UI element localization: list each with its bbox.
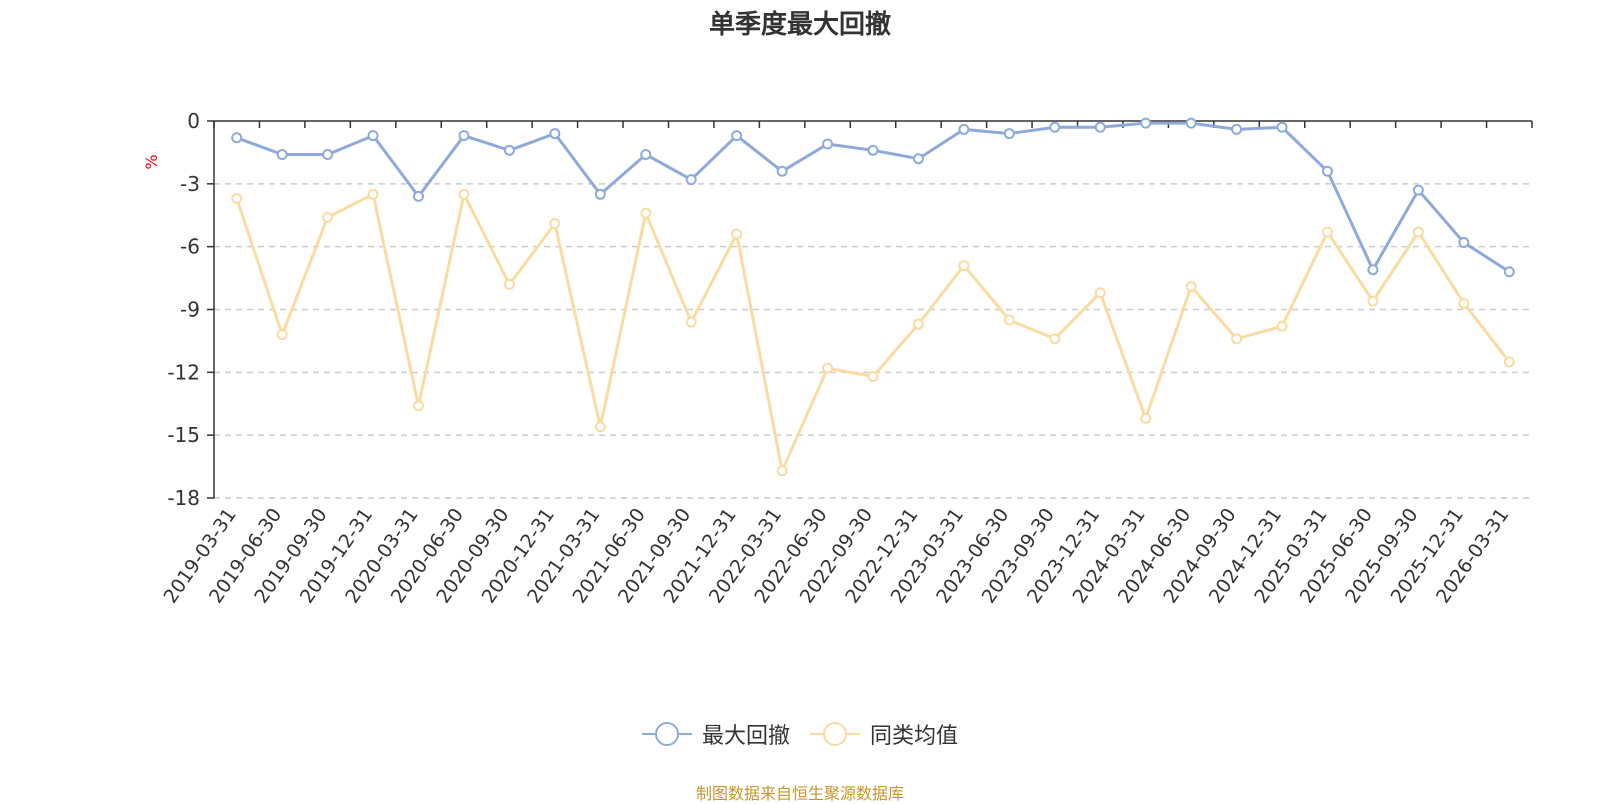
data-point <box>367 188 379 200</box>
data-point <box>503 278 515 290</box>
data-point <box>1503 356 1515 368</box>
legend-marker <box>823 722 847 746</box>
data-point <box>1458 236 1470 248</box>
legend-marker <box>654 722 679 746</box>
data-point <box>1276 121 1288 133</box>
data-point <box>1321 226 1333 238</box>
data-point <box>1458 297 1470 309</box>
y-tick-label: -18 <box>167 486 200 510</box>
data-point <box>322 211 334 223</box>
y-tick-label: -6 <box>180 235 200 259</box>
series-line-2 <box>235 192 1511 473</box>
legend-swatch <box>641 722 692 746</box>
data-point <box>776 165 788 177</box>
data-point <box>1231 123 1243 135</box>
data-point <box>1003 314 1015 326</box>
data-point <box>231 132 243 144</box>
data-point <box>276 149 288 161</box>
data-point <box>822 362 834 374</box>
data-point <box>640 149 652 161</box>
data-point <box>731 130 743 142</box>
data-point <box>276 329 288 341</box>
y-tick-label: -12 <box>167 360 200 384</box>
data-point <box>685 316 697 328</box>
y-tick-label: -3 <box>180 172 200 196</box>
data-point <box>458 188 470 200</box>
data-point <box>1094 121 1106 133</box>
data-point <box>594 188 606 200</box>
data-point <box>776 465 788 477</box>
data-point <box>231 192 243 204</box>
source-note: 制图数据来自恒生聚源数据库 <box>695 784 904 803</box>
data-point <box>822 138 834 150</box>
data-point <box>1276 320 1288 332</box>
data-point <box>1185 280 1197 292</box>
data-point <box>322 149 334 161</box>
data-point <box>413 190 425 202</box>
legend-label: 同类均值 <box>870 724 959 749</box>
chart-title: 单季度最大回撤 <box>708 10 891 40</box>
data-point <box>867 144 879 156</box>
data-point <box>1140 117 1152 129</box>
data-point <box>503 144 515 156</box>
data-point <box>549 128 561 140</box>
legend-item-2[interactable]: 同类均值 <box>810 718 958 750</box>
data-point <box>1412 226 1424 238</box>
data-point <box>367 130 379 142</box>
data-point <box>594 421 606 433</box>
y-tick-label: -15 <box>167 423 200 447</box>
data-point <box>1412 184 1424 196</box>
data-point <box>413 400 425 412</box>
data-point <box>1140 412 1152 424</box>
data-point <box>1231 333 1243 345</box>
data-point <box>1321 165 1333 177</box>
data-point <box>640 207 652 219</box>
data-point <box>1049 121 1061 133</box>
data-point <box>1367 264 1379 276</box>
data-point <box>1003 128 1015 140</box>
legend: 最大回撤 同类均值 <box>0 718 1600 750</box>
data-point <box>1049 333 1061 345</box>
data-point <box>731 228 743 240</box>
data-point <box>1367 295 1379 307</box>
legend-item-1[interactable]: 最大回撤 <box>641 718 790 750</box>
data-point <box>1503 266 1515 278</box>
data-point <box>458 130 470 142</box>
data-point <box>958 260 970 272</box>
data-point <box>685 174 697 186</box>
legend-swatch <box>810 722 860 746</box>
data-point <box>1094 287 1106 299</box>
data-point <box>549 218 561 230</box>
y-tick-label: 0 <box>187 109 200 133</box>
y-tick-label: -9 <box>180 298 200 322</box>
data-point <box>912 318 924 330</box>
data-point <box>958 123 970 135</box>
y-axis-label: % <box>142 154 161 169</box>
data-point <box>1185 117 1197 129</box>
data-point <box>867 371 879 383</box>
data-point <box>912 153 924 165</box>
legend-label: 最大回撤 <box>701 724 790 749</box>
